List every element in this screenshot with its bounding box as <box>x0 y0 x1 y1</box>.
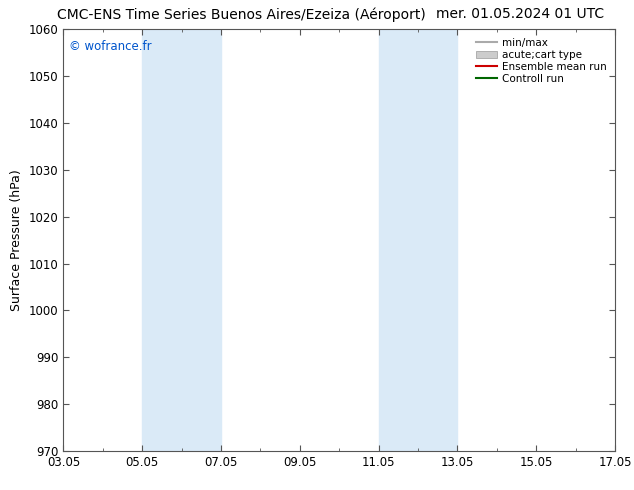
Bar <box>142 29 221 451</box>
Legend: min/max, acute;cart type, Ensemble mean run, Controll run: min/max, acute;cart type, Ensemble mean … <box>473 35 610 87</box>
Text: mer. 01.05.2024 01 UTC: mer. 01.05.2024 01 UTC <box>436 7 604 22</box>
Bar <box>378 29 457 451</box>
Y-axis label: Surface Pressure (hPa): Surface Pressure (hPa) <box>10 169 23 311</box>
Text: © wofrance.fr: © wofrance.fr <box>69 40 152 53</box>
Text: CMC-ENS Time Series Buenos Aires/Ezeiza (Aéroport): CMC-ENS Time Series Buenos Aires/Ezeiza … <box>56 7 425 22</box>
